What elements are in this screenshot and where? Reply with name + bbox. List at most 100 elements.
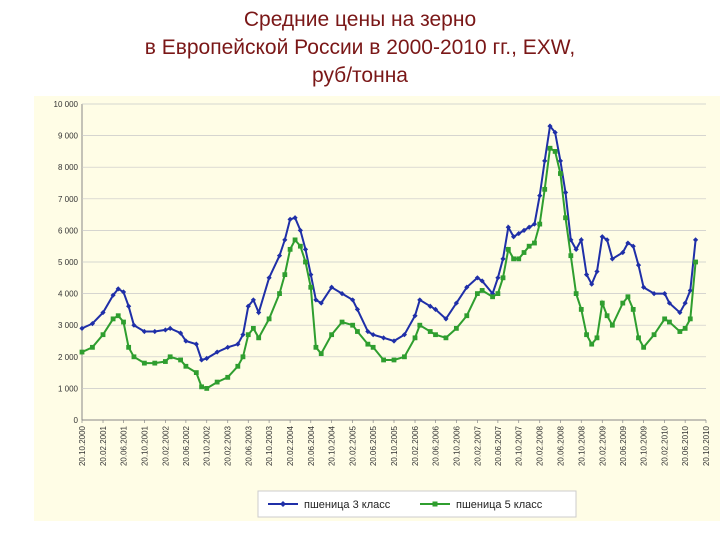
data-point xyxy=(489,291,496,297)
data-point xyxy=(266,275,272,281)
data-point xyxy=(542,186,548,192)
data-point xyxy=(214,379,220,385)
data-point xyxy=(630,243,636,249)
data-point xyxy=(235,341,241,347)
x-tick-label: 20.10.2008 xyxy=(577,425,586,466)
data-point xyxy=(609,322,615,328)
x-tick-label: 20.10.2002 xyxy=(203,425,212,466)
data-point xyxy=(412,313,418,319)
data-point xyxy=(277,291,282,296)
data-point xyxy=(318,351,324,357)
data-point xyxy=(604,237,610,243)
data-point xyxy=(100,309,106,316)
data-point xyxy=(225,344,231,350)
data-point xyxy=(214,349,220,355)
data-point xyxy=(292,237,298,243)
data-point xyxy=(370,344,376,350)
x-tick-label: 20.06.2008 xyxy=(556,425,565,466)
y-tick-label: 10 000 xyxy=(54,100,79,109)
data-point xyxy=(505,246,511,252)
data-point xyxy=(287,246,293,252)
data-point xyxy=(417,322,423,328)
data-point xyxy=(193,370,199,375)
data-point xyxy=(578,237,584,243)
data-point xyxy=(662,316,668,322)
x-axis-ticks: 20.10.2000 20.02.2001 20.06.2001 20.10.2001… xyxy=(78,420,711,466)
data-point xyxy=(532,240,537,246)
data-point xyxy=(563,215,568,221)
data-point xyxy=(625,294,631,300)
data-point xyxy=(303,259,308,265)
data-point xyxy=(412,335,418,341)
data-point xyxy=(542,158,548,164)
data-point xyxy=(167,325,173,331)
x-tick-label: 20.10.2010 xyxy=(702,425,711,466)
x-tick-label: 20.06.2009 xyxy=(619,425,628,466)
data-point xyxy=(120,289,127,295)
x-tick-label: 20.10.2004 xyxy=(328,425,337,466)
legend: пшеница 3 класс пшеница 5 класс xyxy=(257,490,577,518)
data-point xyxy=(79,349,85,355)
x-tick-label: 20.02.2008 xyxy=(536,425,545,466)
title-line-1: Средние цены на зерно xyxy=(243,8,477,31)
data-point xyxy=(609,256,615,262)
data-point xyxy=(183,338,189,344)
data-point xyxy=(110,316,116,322)
data-point xyxy=(297,243,303,249)
legend-marker xyxy=(280,501,286,507)
data-point xyxy=(443,335,449,341)
data-point xyxy=(121,319,126,325)
data-point xyxy=(604,313,610,319)
data-point xyxy=(427,329,433,334)
data-point xyxy=(131,322,137,328)
data-point xyxy=(552,149,558,154)
data-point xyxy=(500,256,506,262)
title-line-2: в Европейской России в 2000-2010 гг., EX… xyxy=(144,36,576,59)
data-point xyxy=(589,281,595,287)
data-point xyxy=(250,325,256,331)
data-point xyxy=(677,309,683,316)
data-point xyxy=(354,306,361,312)
data-point xyxy=(547,145,553,151)
data-point xyxy=(500,275,506,281)
data-point xyxy=(256,335,262,341)
data-point xyxy=(287,216,293,222)
data-point xyxy=(677,329,683,334)
y-tick-label: 6 000 xyxy=(58,226,79,235)
data-point xyxy=(433,332,438,338)
data-point xyxy=(391,357,397,363)
data-point xyxy=(636,335,641,341)
data-point xyxy=(589,341,595,347)
data-point xyxy=(511,256,517,262)
data-point xyxy=(100,332,106,338)
data-point xyxy=(350,297,356,303)
data-point xyxy=(401,332,408,338)
data-point xyxy=(90,344,95,350)
data-point xyxy=(89,321,96,327)
data-point xyxy=(240,354,246,360)
x-tick-label: 20.10.2006 xyxy=(452,425,461,466)
x-tick-label: 20.06.2007 xyxy=(494,425,503,466)
data-point xyxy=(620,300,626,306)
data-point xyxy=(490,294,495,300)
data-point xyxy=(141,328,147,335)
data-point xyxy=(391,338,397,344)
data-point xyxy=(177,330,184,336)
x-tick-label: 20.02.2001 xyxy=(99,425,108,466)
data-point xyxy=(464,313,470,319)
data-point xyxy=(126,303,132,309)
data-point xyxy=(199,357,205,363)
data-point xyxy=(313,344,319,350)
y-tick-label: 2 000 xyxy=(58,353,79,362)
x-tick-label: 20.06.2006 xyxy=(432,425,441,466)
data-point xyxy=(578,307,584,312)
data-point xyxy=(427,303,433,309)
x-tick-label: 20.02.2009 xyxy=(598,425,607,466)
data-point xyxy=(302,246,309,252)
data-point xyxy=(641,284,647,290)
data-point xyxy=(250,297,256,303)
y-tick-label: 4 000 xyxy=(58,290,79,299)
data-point xyxy=(573,246,579,252)
x-tick-label: 20.06.2002 xyxy=(182,425,191,466)
